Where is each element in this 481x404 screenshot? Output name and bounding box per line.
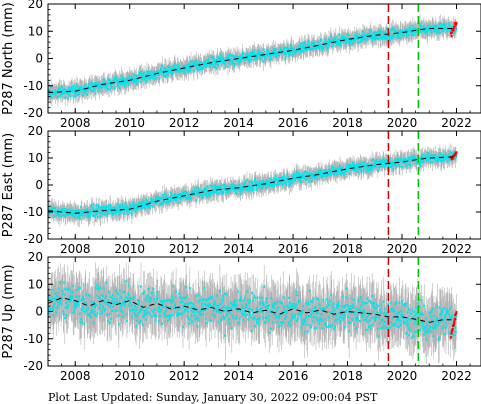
x-tick-label: 2022 [441, 242, 472, 256]
data-layer [48, 257, 458, 366]
recent-points [450, 151, 458, 161]
fit-line [48, 156, 457, 214]
data-layer [48, 4, 458, 113]
y-tick-label: 20 [28, 0, 43, 11]
x-tick-label: 2016 [278, 369, 309, 383]
footer-timestamp: Plot Last Updated: Sunday, January 30, 2… [48, 391, 378, 404]
y-tick-label: 0 [35, 52, 43, 66]
y-tick-label: -20 [23, 359, 43, 373]
x-tick-label: 2016 [278, 116, 309, 130]
panel-1: 2008 2010 2012 2014 2016 2018 2020 2022 -20 -10 0 1… [1, 0, 481, 130]
y-tick-label: -10 [23, 79, 43, 93]
x-tick-label: 2008 [60, 369, 91, 383]
error-bars [48, 143, 457, 227]
y-tick-label: 20 [28, 124, 43, 138]
x-tick-label: 2018 [332, 369, 363, 383]
x-tick-label: 2008 [60, 242, 91, 256]
y-tick-label: 20 [28, 250, 43, 264]
x-tick-label: 2022 [441, 369, 472, 383]
y-tick-label: 10 [28, 277, 43, 291]
x-tick-label: 2016 [278, 242, 309, 256]
y-axis-label: P287 North (mm) [1, 2, 16, 115]
x-tick-label: 2020 [387, 369, 418, 383]
x-tick-label: 2012 [169, 116, 200, 130]
panel-2: 2008 2010 2012 2014 2016 2018 2020 2022 -20 -10 0 1… [1, 124, 481, 256]
fit-line [48, 297, 457, 323]
y-tick-label: -10 [23, 332, 43, 346]
data-points [48, 279, 458, 342]
x-tick-label: 2022 [441, 116, 472, 130]
x-tick-label: 2010 [114, 242, 145, 256]
fit-line [48, 28, 457, 94]
recent-points [450, 311, 458, 339]
y-tick-label: -20 [23, 106, 43, 120]
y-tick-label: 10 [28, 151, 43, 165]
y-tick-label: 0 [35, 305, 43, 319]
y-axis-label: P287 Up (mm) [1, 264, 16, 358]
x-tick-label: 2018 [332, 242, 363, 256]
x-tick-label: 2014 [223, 242, 254, 256]
y-tick-label: -20 [23, 232, 43, 246]
panel-3: 2008 2010 2012 2014 2016 2018 2020 2022 -20 -10 0 1… [1, 250, 481, 383]
error-bars [48, 14, 457, 107]
recent-points [450, 21, 458, 38]
x-tick-label: 2012 [169, 369, 200, 383]
x-tick-label: 2008 [60, 116, 91, 130]
x-tick-label: 2010 [114, 116, 145, 130]
x-tick-label: 2018 [332, 116, 363, 130]
data-points [48, 150, 458, 220]
x-tick-label: 2020 [387, 116, 418, 130]
x-tick-label: 2010 [114, 369, 145, 383]
y-tick-label: 0 [35, 178, 43, 192]
y-axis-label: P287 East (mm) [1, 133, 16, 237]
y-tick-label: 10 [28, 24, 43, 38]
x-tick-label: 2014 [223, 369, 254, 383]
x-tick-label: 2012 [169, 242, 200, 256]
x-tick-label: 2014 [223, 116, 254, 130]
y-tick-label: -10 [23, 205, 43, 219]
x-tick-label: 2020 [387, 242, 418, 256]
data-layer [48, 131, 458, 239]
